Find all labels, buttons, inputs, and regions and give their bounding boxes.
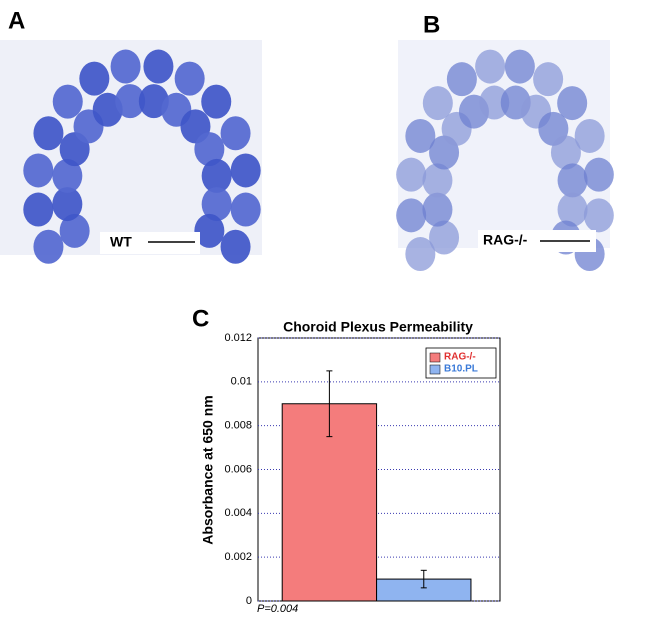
cell [479, 85, 510, 120]
chart-title: Choroid Plexus Permeability [283, 319, 473, 335]
cell [52, 187, 83, 222]
cell [52, 84, 83, 119]
cell [23, 153, 54, 188]
cell [557, 86, 588, 121]
cell [396, 157, 427, 192]
cell [52, 158, 83, 193]
cell [475, 49, 506, 84]
cell [59, 213, 90, 248]
cell [422, 86, 453, 121]
caption-bg [100, 232, 200, 254]
legend-label: RAG-/- [444, 352, 476, 363]
cell [557, 192, 588, 227]
cell [110, 49, 141, 84]
y-tick-label: 0 [246, 595, 252, 607]
cell [33, 229, 64, 264]
chart: 0 0.002 0.004 0.006 0.008 0.01 0.012 RAG-/-B10.… [224, 332, 501, 607]
micrograph-wt [0, 40, 262, 264]
cell [396, 198, 427, 233]
cell [422, 163, 453, 198]
cell [194, 213, 225, 248]
cell [143, 49, 174, 84]
cell [429, 220, 460, 255]
legend-swatch [429, 352, 441, 363]
cell [583, 198, 614, 233]
panel-caption: RAG-/- [483, 232, 528, 248]
cell [230, 153, 261, 188]
cell [33, 116, 64, 151]
cell [194, 132, 225, 167]
cell [504, 49, 535, 84]
cell [220, 116, 251, 151]
y-tick-label: 0.004 [224, 507, 252, 519]
panel-label: C [192, 305, 209, 332]
cell [550, 135, 581, 170]
cell [557, 163, 588, 198]
cell [23, 192, 54, 227]
cell [405, 118, 436, 153]
panel-caption: WT [110, 234, 132, 250]
cell [446, 62, 477, 97]
legend-swatch [429, 364, 441, 375]
cell [174, 61, 205, 96]
y-tick-label: 0.006 [224, 463, 252, 475]
y-tick-label: 0.012 [224, 332, 252, 344]
cell [405, 237, 436, 272]
panel-label: A [8, 7, 25, 34]
cell [201, 84, 232, 119]
cell [79, 61, 110, 96]
cell [230, 192, 261, 227]
y-tick-label: 0.002 [224, 551, 252, 563]
y-axis-label: Absorbance at 650 nm [200, 395, 216, 544]
cell [115, 84, 146, 119]
cell [574, 118, 605, 153]
y-tick-label: 0.008 [224, 420, 252, 432]
cell [533, 62, 564, 97]
y-tick-label: 0.01 [231, 376, 252, 388]
cell [220, 229, 251, 264]
cell [422, 192, 453, 227]
cell [583, 157, 614, 192]
cell [201, 187, 232, 222]
caption-bg [478, 230, 596, 252]
panel-label: B [423, 11, 440, 38]
legend-label: B10.PL [444, 364, 478, 375]
annotation: P=0.004 [257, 603, 298, 615]
cell [201, 158, 232, 193]
